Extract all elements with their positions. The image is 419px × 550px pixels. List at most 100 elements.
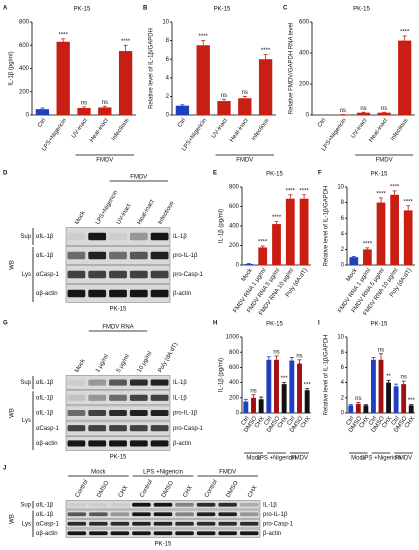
antibody-label: αβ-actin bbox=[36, 531, 58, 537]
significance: ns bbox=[250, 388, 256, 394]
band bbox=[67, 379, 86, 386]
band bbox=[109, 251, 127, 260]
significance: **** bbox=[272, 215, 282, 221]
significance: **** bbox=[363, 241, 373, 247]
bar bbox=[56, 41, 70, 116]
band-label: β-actin bbox=[263, 531, 281, 537]
group-label: LPS +Nigericin bbox=[361, 456, 401, 462]
significance: ** bbox=[386, 374, 391, 380]
bar bbox=[299, 198, 309, 265]
significance: ns bbox=[273, 350, 279, 356]
lane-label: Control bbox=[204, 479, 219, 499]
band bbox=[67, 440, 86, 447]
y-tick-label: 8 bbox=[341, 350, 345, 356]
band bbox=[153, 521, 173, 526]
bar bbox=[244, 264, 254, 265]
x-tick-label: Ctrl bbox=[391, 416, 401, 427]
chart-title: PK-15 bbox=[353, 7, 370, 13]
band bbox=[129, 425, 148, 432]
significance: **** bbox=[299, 188, 309, 194]
band bbox=[110, 512, 130, 517]
band bbox=[109, 232, 127, 241]
group-label: FMDV bbox=[395, 456, 412, 462]
y-tick-label: 800 bbox=[19, 20, 30, 26]
band bbox=[175, 512, 194, 517]
x-tick-label: Ctrl bbox=[240, 416, 250, 427]
band bbox=[175, 531, 194, 536]
band bbox=[67, 425, 86, 432]
blot-title: PK-15 bbox=[110, 455, 127, 461]
y-tick-label: 400 bbox=[19, 66, 30, 72]
antibody-label: αIL-1β bbox=[36, 234, 54, 240]
method-label: WB bbox=[10, 260, 16, 270]
band bbox=[89, 531, 108, 536]
section-label: Sup bbox=[20, 234, 31, 240]
band-label: pro-Casp-1 bbox=[173, 426, 204, 432]
bar bbox=[196, 45, 210, 115]
band bbox=[239, 521, 259, 526]
bar bbox=[363, 405, 369, 413]
bar bbox=[398, 40, 412, 115]
bar bbox=[403, 210, 413, 265]
bar bbox=[77, 108, 91, 115]
band bbox=[67, 394, 86, 401]
x-tick-label: Ctrl bbox=[286, 416, 296, 427]
x-tick-label: Infectious bbox=[111, 118, 131, 142]
significance: **** bbox=[390, 184, 400, 190]
y-tick-label: 200 bbox=[229, 395, 240, 401]
group-label: FMDV RNA bbox=[102, 325, 133, 331]
group-label: FMDV bbox=[130, 175, 147, 181]
group-label: FMDV bbox=[219, 470, 236, 476]
y-tick-label: 400 bbox=[229, 380, 240, 386]
band-label: pro-Casp-1 bbox=[263, 521, 294, 527]
band bbox=[129, 409, 148, 417]
x-tick-label: Ctrl bbox=[263, 416, 273, 427]
y-tick-label: 10 bbox=[337, 335, 344, 341]
band bbox=[218, 521, 237, 526]
significance: *** bbox=[408, 398, 416, 404]
antibody-label: αβ-actin bbox=[36, 291, 58, 297]
band-label: IL-1β bbox=[173, 395, 187, 401]
y-tick-label: 600 bbox=[299, 20, 310, 26]
panel-label: G bbox=[3, 321, 8, 327]
antibody-label: αIL-1β bbox=[36, 411, 54, 417]
group-label: FMDV bbox=[376, 158, 393, 164]
chart-title: PK-15 bbox=[371, 322, 388, 328]
y-tick-label: 800 bbox=[229, 185, 240, 191]
band bbox=[218, 512, 237, 517]
significance: ns bbox=[296, 353, 302, 359]
y-tick-label: 10 bbox=[162, 20, 169, 26]
band bbox=[196, 512, 216, 517]
y-tick-label: 2 bbox=[166, 94, 170, 100]
band bbox=[129, 394, 148, 401]
band bbox=[88, 289, 107, 298]
x-tick-label: Mock bbox=[241, 267, 255, 283]
section-label: Lys bbox=[22, 272, 31, 278]
bar bbox=[238, 98, 252, 115]
y-tick-label: 0 bbox=[236, 411, 240, 417]
band bbox=[88, 425, 107, 432]
bar bbox=[274, 359, 279, 413]
y-axis-label: IL-1β (pg/ml) bbox=[9, 51, 15, 85]
group-label: Mock bbox=[351, 456, 366, 462]
antibody-label: αIL-1β bbox=[36, 253, 54, 259]
x-tick-label: Ctrl bbox=[177, 118, 187, 129]
band-label: IL-1β bbox=[173, 380, 187, 386]
chart-title: PK-15 bbox=[74, 7, 91, 13]
significance: **** bbox=[376, 191, 386, 197]
y-axis-label: Relative level of IL-1β/GAPDH bbox=[149, 28, 155, 109]
chart-title: PK-15 bbox=[214, 7, 231, 13]
lane-label: Poly (dA:dT) bbox=[158, 342, 180, 374]
lane-label: CHX bbox=[182, 485, 194, 499]
band bbox=[150, 379, 169, 386]
y-tick-label: 2 bbox=[341, 247, 345, 253]
band bbox=[150, 251, 169, 260]
y-tick-label: 0 bbox=[26, 113, 30, 119]
x-tick-label: Infectious bbox=[251, 118, 271, 142]
group-label: FMDV bbox=[96, 158, 113, 164]
bar bbox=[393, 386, 399, 413]
x-tick-label: Heat-inact bbox=[368, 117, 389, 143]
band bbox=[196, 502, 216, 507]
bar bbox=[217, 101, 231, 115]
bar bbox=[390, 194, 399, 265]
